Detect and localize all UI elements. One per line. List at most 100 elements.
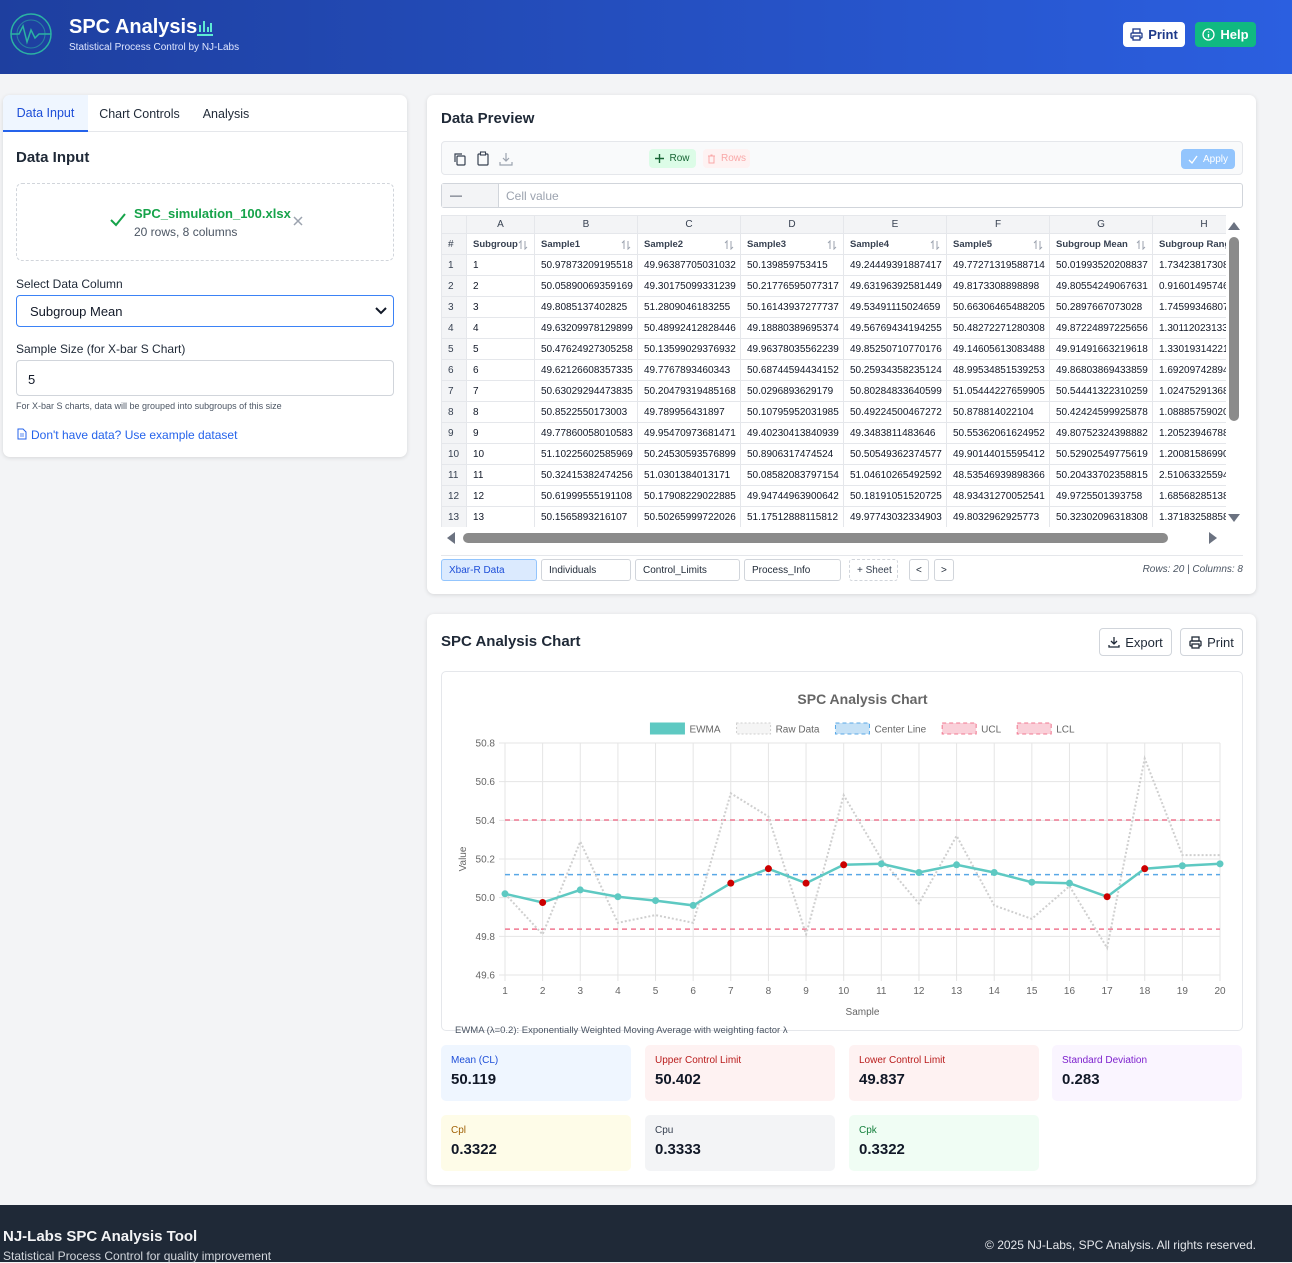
export-button[interactable]: Export <box>1099 628 1172 656</box>
table-cell[interactable]: 50.05890069359169 <box>535 276 638 297</box>
column-header[interactable]: Sample5 <box>947 234 1050 255</box>
table-cell[interactable]: 50.47624927305258 <box>535 339 638 360</box>
table-cell[interactable]: 49.53491115024659 <box>844 297 947 318</box>
table-cell[interactable]: 49.30175099331239 <box>638 276 741 297</box>
table-cell[interactable]: 49.90144015595412 <box>947 444 1050 465</box>
table-cell[interactable]: 50.49224500467272 <box>844 402 947 423</box>
table-cell[interactable]: 49.77271319588714 <box>947 255 1050 276</box>
table-cell[interactable]: 49.63196392581449 <box>844 276 947 297</box>
column-header[interactable]: Sample4 <box>844 234 947 255</box>
chart-print-button[interactable]: Print <box>1180 628 1243 656</box>
table-cell[interactable]: 49.80752324398882 <box>1050 423 1153 444</box>
sheet-tab[interactable]: Xbar-R Data <box>441 559 537 581</box>
table-cell[interactable]: 50.50265999722026 <box>638 507 741 527</box>
table-cell[interactable]: 1.69209742894 <box>1153 360 1226 381</box>
tab[interactable]: Chart Controls <box>99 106 180 121</box>
add-row-button[interactable]: Row <box>649 149 696 168</box>
table-cell[interactable]: 9 <box>467 423 535 444</box>
download-button[interactable] <box>499 152 513 166</box>
table-cell[interactable]: 1.37183258858 <box>1153 507 1226 527</box>
example-link[interactable]: Don't have data? Use example dataset <box>31 428 238 442</box>
table-cell[interactable]: 1.68568285138 <box>1153 486 1226 507</box>
table-cell[interactable]: 49.24449391887417 <box>844 255 947 276</box>
table-cell[interactable]: 50.10795952031985 <box>741 402 844 423</box>
table-cell[interactable]: 49.87224897225656 <box>1050 318 1153 339</box>
table-cell[interactable]: 48.93431270052541 <box>947 486 1050 507</box>
table-cell[interactable]: 49.77860058010583 <box>535 423 638 444</box>
sheet-tab[interactable]: Process_Info <box>744 559 841 581</box>
table-cell[interactable]: 49.96378035562239 <box>741 339 844 360</box>
table-cell[interactable]: 48.99534851539253 <box>947 360 1050 381</box>
table-cell[interactable]: 51.0301384013171 <box>638 465 741 486</box>
table-cell[interactable]: 50.42424599925878 <box>1050 402 1153 423</box>
table-cell[interactable]: 1.33019314221 <box>1153 339 1226 360</box>
table-cell[interactable]: 2 <box>467 276 535 297</box>
table-cell[interactable]: 50.52902549775619 <box>1050 444 1153 465</box>
table-cell[interactable]: 49.40230413840939 <box>741 423 844 444</box>
table-cell[interactable]: 50.48272271280308 <box>947 318 1050 339</box>
table-cell[interactable]: 50.55362061624952 <box>947 423 1050 444</box>
table-cell[interactable]: 50.13599029376932 <box>638 339 741 360</box>
table-cell[interactable]: 49.86803869433859 <box>1050 360 1153 381</box>
table-cell[interactable]: 49.97743032334903 <box>844 507 947 527</box>
file-drop-zone[interactable]: SPC_simulation_100.xlsx 20 rows, 8 colum… <box>16 183 394 261</box>
table-cell[interactable]: 51.17512888115812 <box>741 507 844 527</box>
add-sheet-button[interactable]: + Sheet <box>849 559 898 581</box>
table-cell[interactable]: 1.20523946788 <box>1153 423 1226 444</box>
vertical-scrollbar[interactable] <box>1226 215 1242 527</box>
table-cell[interactable]: 10 <box>467 444 535 465</box>
copy-button[interactable] <box>453 152 467 166</box>
table-cell[interactable]: 49.7767893460343 <box>638 360 741 381</box>
table-cell[interactable]: 49.8085137402825 <box>535 297 638 318</box>
table-cell[interactable]: 49.8032962925773 <box>947 507 1050 527</box>
table-cell[interactable]: 50.878814022104 <box>947 402 1050 423</box>
table-cell[interactable]: 51.04610265492592 <box>844 465 947 486</box>
table-cell[interactable]: 50.2897667073028 <box>1050 297 1153 318</box>
table-cell[interactable]: 50.80284833640599 <box>844 381 947 402</box>
table-cell[interactable]: 50.18191051520725 <box>844 486 947 507</box>
table-cell[interactable]: 1.02475291368 <box>1153 381 1226 402</box>
remove-file-button[interactable] <box>292 215 304 227</box>
table-cell[interactable]: 50.8906317474524 <box>741 444 844 465</box>
table-cell[interactable]: 50.68744594434152 <box>741 360 844 381</box>
table-cell[interactable]: 50.20479319485168 <box>638 381 741 402</box>
tab[interactable]: Data Input <box>3 95 88 132</box>
table-cell[interactable]: 1 <box>467 255 535 276</box>
table-cell[interactable]: 49.95470973681471 <box>638 423 741 444</box>
table-cell[interactable]: 49.8173308898898 <box>947 276 1050 297</box>
table-cell[interactable]: 50.54441322310259 <box>1050 381 1153 402</box>
table-cell[interactable]: 49.91491663219618 <box>1050 339 1153 360</box>
table-cell[interactable]: 50.17908229022885 <box>638 486 741 507</box>
table-cell[interactable]: 1.74599346807 <box>1153 297 1226 318</box>
apply-button[interactable]: Apply <box>1181 149 1235 169</box>
table-cell[interactable]: 49.62126608357335 <box>535 360 638 381</box>
cell-value-input[interactable]: Cell value <box>506 189 559 203</box>
table-cell[interactable]: 50.48992412828446 <box>638 318 741 339</box>
column-header[interactable]: Subgroup Range <box>1153 234 1226 255</box>
table-cell[interactable]: 49.94744963900642 <box>741 486 844 507</box>
table-cell[interactable]: 50.63029294473835 <box>535 381 638 402</box>
table-cell[interactable]: 49.18880389695374 <box>741 318 844 339</box>
table-cell[interactable]: 49.85250710770176 <box>844 339 947 360</box>
table-cell[interactable]: 49.56769434194255 <box>844 318 947 339</box>
column-header[interactable]: Sample3 <box>741 234 844 255</box>
table-cell[interactable]: 50.0296893629179 <box>741 381 844 402</box>
tab[interactable]: Analysis <box>202 106 250 121</box>
table-cell[interactable]: 1.30112023133 <box>1153 318 1226 339</box>
table-cell[interactable]: 2.51063325594 <box>1153 465 1226 486</box>
help-button[interactable]: Help <box>1195 22 1256 47</box>
table-cell[interactable]: 8 <box>467 402 535 423</box>
table-cell[interactable]: 50.1565893216107 <box>535 507 638 527</box>
column-header[interactable]: Sample1 <box>535 234 638 255</box>
table-cell[interactable]: 50.08582083797154 <box>741 465 844 486</box>
table-cell[interactable]: 12 <box>467 486 535 507</box>
table-cell[interactable]: 51.05444227659905 <box>947 381 1050 402</box>
table-cell[interactable]: 50.24530593576899 <box>638 444 741 465</box>
table-cell[interactable]: 50.8522550173003 <box>535 402 638 423</box>
next-sheet-button[interactable]: > <box>934 559 954 581</box>
table-cell[interactable]: 50.50549362374577 <box>844 444 947 465</box>
paste-button[interactable] <box>476 151 490 166</box>
table-cell[interactable]: 50.32415382474256 <box>535 465 638 486</box>
table-cell[interactable]: 49.789956431897 <box>638 402 741 423</box>
table-cell[interactable]: 50.21776595077317 <box>741 276 844 297</box>
